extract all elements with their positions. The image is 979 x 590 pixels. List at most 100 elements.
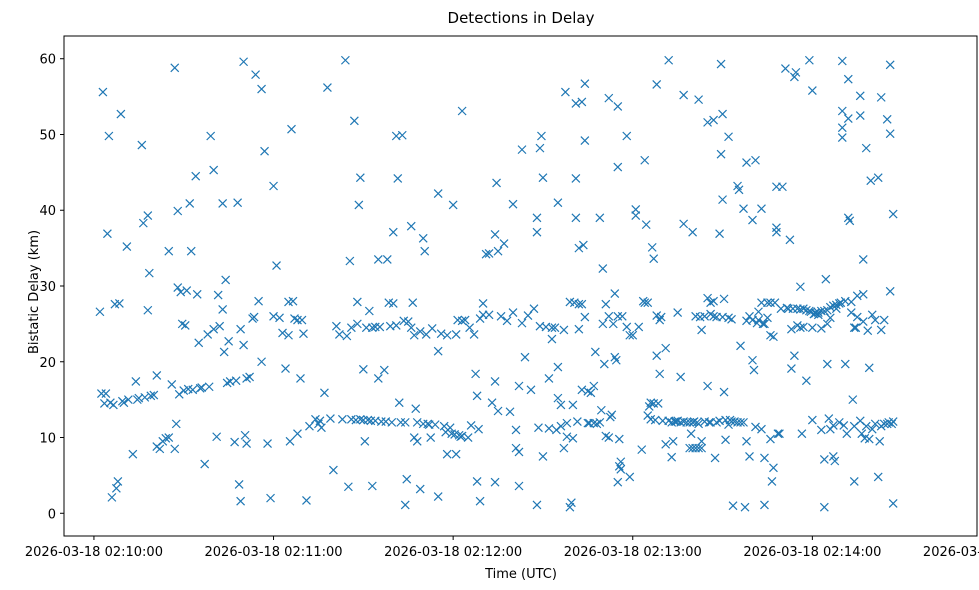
data-point — [234, 480, 244, 489]
data-point — [604, 433, 614, 442]
data-point — [571, 98, 581, 108]
data-point — [113, 477, 123, 486]
data-point — [888, 498, 898, 508]
data-point — [837, 106, 847, 116]
data-point — [556, 400, 566, 410]
data-point — [355, 173, 365, 183]
data-point — [173, 283, 183, 292]
data-point — [98, 87, 108, 97]
data-point — [382, 255, 392, 264]
data-point — [213, 290, 223, 300]
data-point — [412, 436, 422, 446]
data-point — [466, 420, 476, 430]
data-point — [571, 213, 581, 223]
data-point — [577, 299, 587, 309]
data-point — [834, 417, 844, 427]
data-point — [420, 246, 430, 256]
data-point — [559, 443, 569, 453]
data-point — [724, 132, 733, 142]
data-point — [529, 304, 539, 314]
data-point — [231, 376, 241, 386]
data-point — [763, 298, 772, 308]
data-point — [571, 173, 581, 183]
data-point — [387, 417, 397, 427]
data-point — [825, 313, 835, 323]
data-point — [595, 213, 605, 223]
y-tick-label: 20 — [39, 356, 56, 371]
data-point — [433, 346, 443, 356]
data-point — [285, 436, 295, 446]
data-point — [857, 429, 867, 439]
data-point — [397, 130, 407, 140]
data-point — [379, 365, 389, 375]
data-point — [171, 419, 181, 429]
data-point — [864, 363, 874, 373]
data-point — [257, 84, 266, 94]
data-point — [502, 316, 512, 326]
data-point — [239, 340, 249, 350]
data-point — [616, 457, 626, 467]
data-point — [858, 255, 868, 264]
data-point — [272, 261, 281, 270]
data-point — [718, 195, 727, 205]
data-point — [861, 143, 871, 153]
data-point — [667, 452, 677, 462]
data-point — [281, 364, 290, 374]
data-point — [137, 140, 147, 150]
data-point — [804, 55, 814, 65]
data-point — [547, 323, 557, 333]
y-tick-label: 60 — [39, 53, 56, 68]
data-point — [703, 293, 713, 303]
data-point — [266, 493, 275, 503]
data-point — [650, 415, 660, 425]
data-point — [451, 330, 461, 339]
data-point — [641, 220, 651, 230]
data-point — [622, 322, 632, 332]
data-point — [240, 430, 250, 440]
data-point — [568, 400, 578, 410]
data-point — [754, 307, 763, 317]
data-point — [772, 227, 781, 237]
data-point — [391, 320, 401, 330]
data-point — [269, 311, 278, 321]
data-point — [861, 421, 871, 431]
data-point — [885, 60, 895, 70]
data-point — [334, 330, 344, 339]
data-point — [801, 376, 811, 386]
data-point — [704, 417, 714, 427]
data-point — [866, 176, 876, 186]
data-point — [514, 481, 524, 491]
data-point — [653, 398, 663, 408]
data-point — [849, 323, 859, 333]
data-point — [789, 351, 799, 361]
data-point — [758, 319, 768, 329]
data-point — [845, 216, 855, 226]
data-point — [505, 407, 515, 417]
data-point — [608, 319, 618, 329]
data-point — [373, 373, 383, 383]
data-point — [143, 211, 153, 220]
data-point — [206, 131, 216, 141]
data-point — [116, 109, 126, 119]
data-point — [532, 213, 542, 223]
data-point — [230, 437, 240, 447]
data-point — [751, 155, 760, 165]
data-point — [436, 329, 446, 339]
data-point — [596, 405, 606, 415]
data-point — [426, 433, 436, 442]
data-point — [415, 484, 425, 494]
data-point — [400, 500, 410, 510]
data-point — [475, 496, 485, 506]
data-point — [888, 209, 898, 219]
data-point — [342, 331, 352, 341]
data-point — [245, 372, 255, 382]
data-point — [828, 420, 838, 430]
data-point — [108, 400, 118, 410]
data-point — [400, 417, 410, 427]
data-point — [873, 472, 883, 482]
data-point — [493, 246, 503, 256]
data-point — [697, 443, 707, 453]
data-point — [249, 312, 259, 322]
data-point — [885, 286, 895, 296]
